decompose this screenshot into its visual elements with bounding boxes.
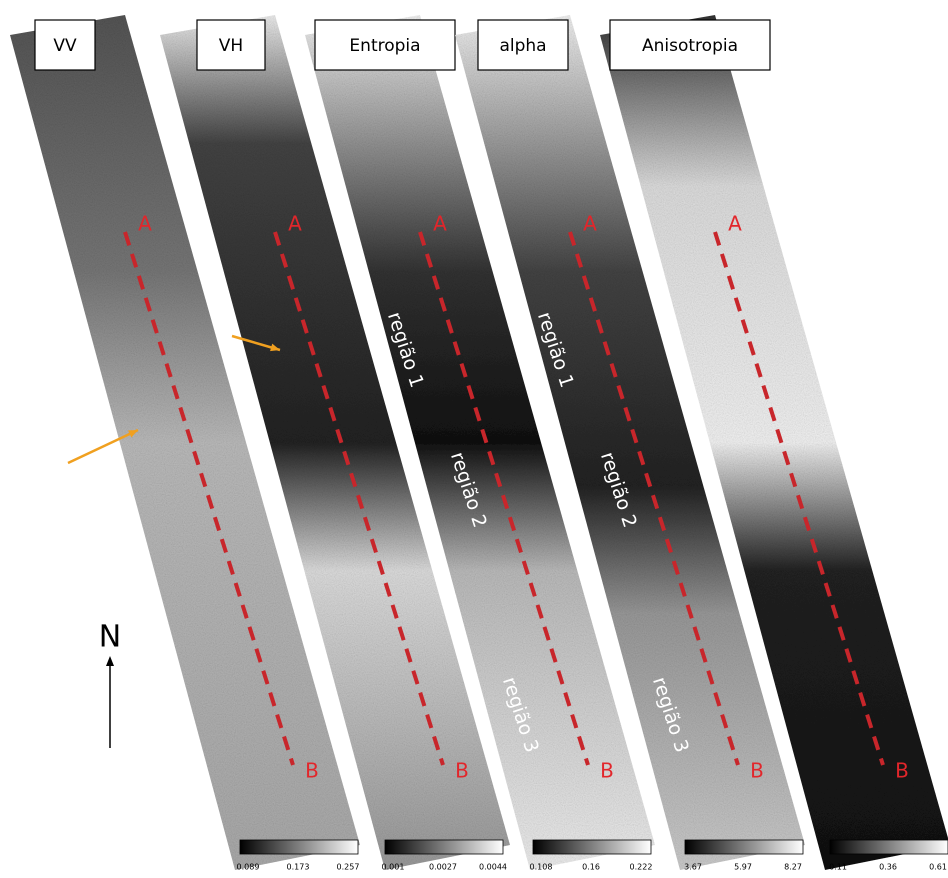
panel-title: VV	[53, 36, 77, 56]
colorbar-tick-label: 0.16	[582, 863, 600, 872]
colorbar-tick-label: 0.222	[630, 863, 653, 872]
transect-end: B	[455, 759, 469, 783]
north-label: N	[99, 620, 121, 655]
panel-title: alpha	[499, 36, 546, 56]
transect-end: B	[305, 759, 319, 783]
colorbar-tick-label: 5.97	[734, 863, 752, 872]
transect-start: A	[433, 212, 447, 236]
colorbar-tick-label: 0.001	[382, 863, 405, 872]
colorbar	[240, 840, 358, 854]
transect-end: B	[895, 759, 909, 783]
transect-end: B	[600, 759, 614, 783]
colorbar-tick-label: 0.0044	[479, 863, 507, 872]
colorbar-tick-label: 3.67	[684, 863, 702, 872]
colorbar-tick-label: 0.0027	[429, 863, 457, 872]
colorbar-tick-label: 0.11	[829, 863, 847, 872]
colorbar-tick-label: 0.257	[337, 863, 360, 872]
transect-end: B	[750, 759, 764, 783]
panel-title: VH	[219, 36, 243, 56]
transect-start: A	[728, 212, 742, 236]
colorbar-tick-label: 0.173	[287, 863, 310, 872]
colorbar-tick-label: 8.27	[784, 863, 802, 872]
colorbar	[533, 840, 651, 854]
colorbar-tick-label: 0.089	[237, 863, 260, 872]
transect-start: A	[138, 212, 152, 236]
colorbar-tick-label: 0.108	[530, 863, 553, 872]
panel-title: Anisotropia	[642, 36, 738, 56]
figure: N ABVVABVHABEntropiaregião 1região 2regi…	[0, 0, 948, 878]
colorbar	[830, 840, 948, 854]
north-arrow	[106, 656, 114, 748]
colorbar-tick-label: 0.36	[879, 863, 897, 872]
transect-start: A	[583, 212, 597, 236]
transect-start: A	[288, 212, 302, 236]
panel-title: Entropia	[349, 36, 420, 56]
colorbar	[685, 840, 803, 854]
colorbar	[385, 840, 503, 854]
colorbar-tick-label: 0.61	[929, 863, 947, 872]
